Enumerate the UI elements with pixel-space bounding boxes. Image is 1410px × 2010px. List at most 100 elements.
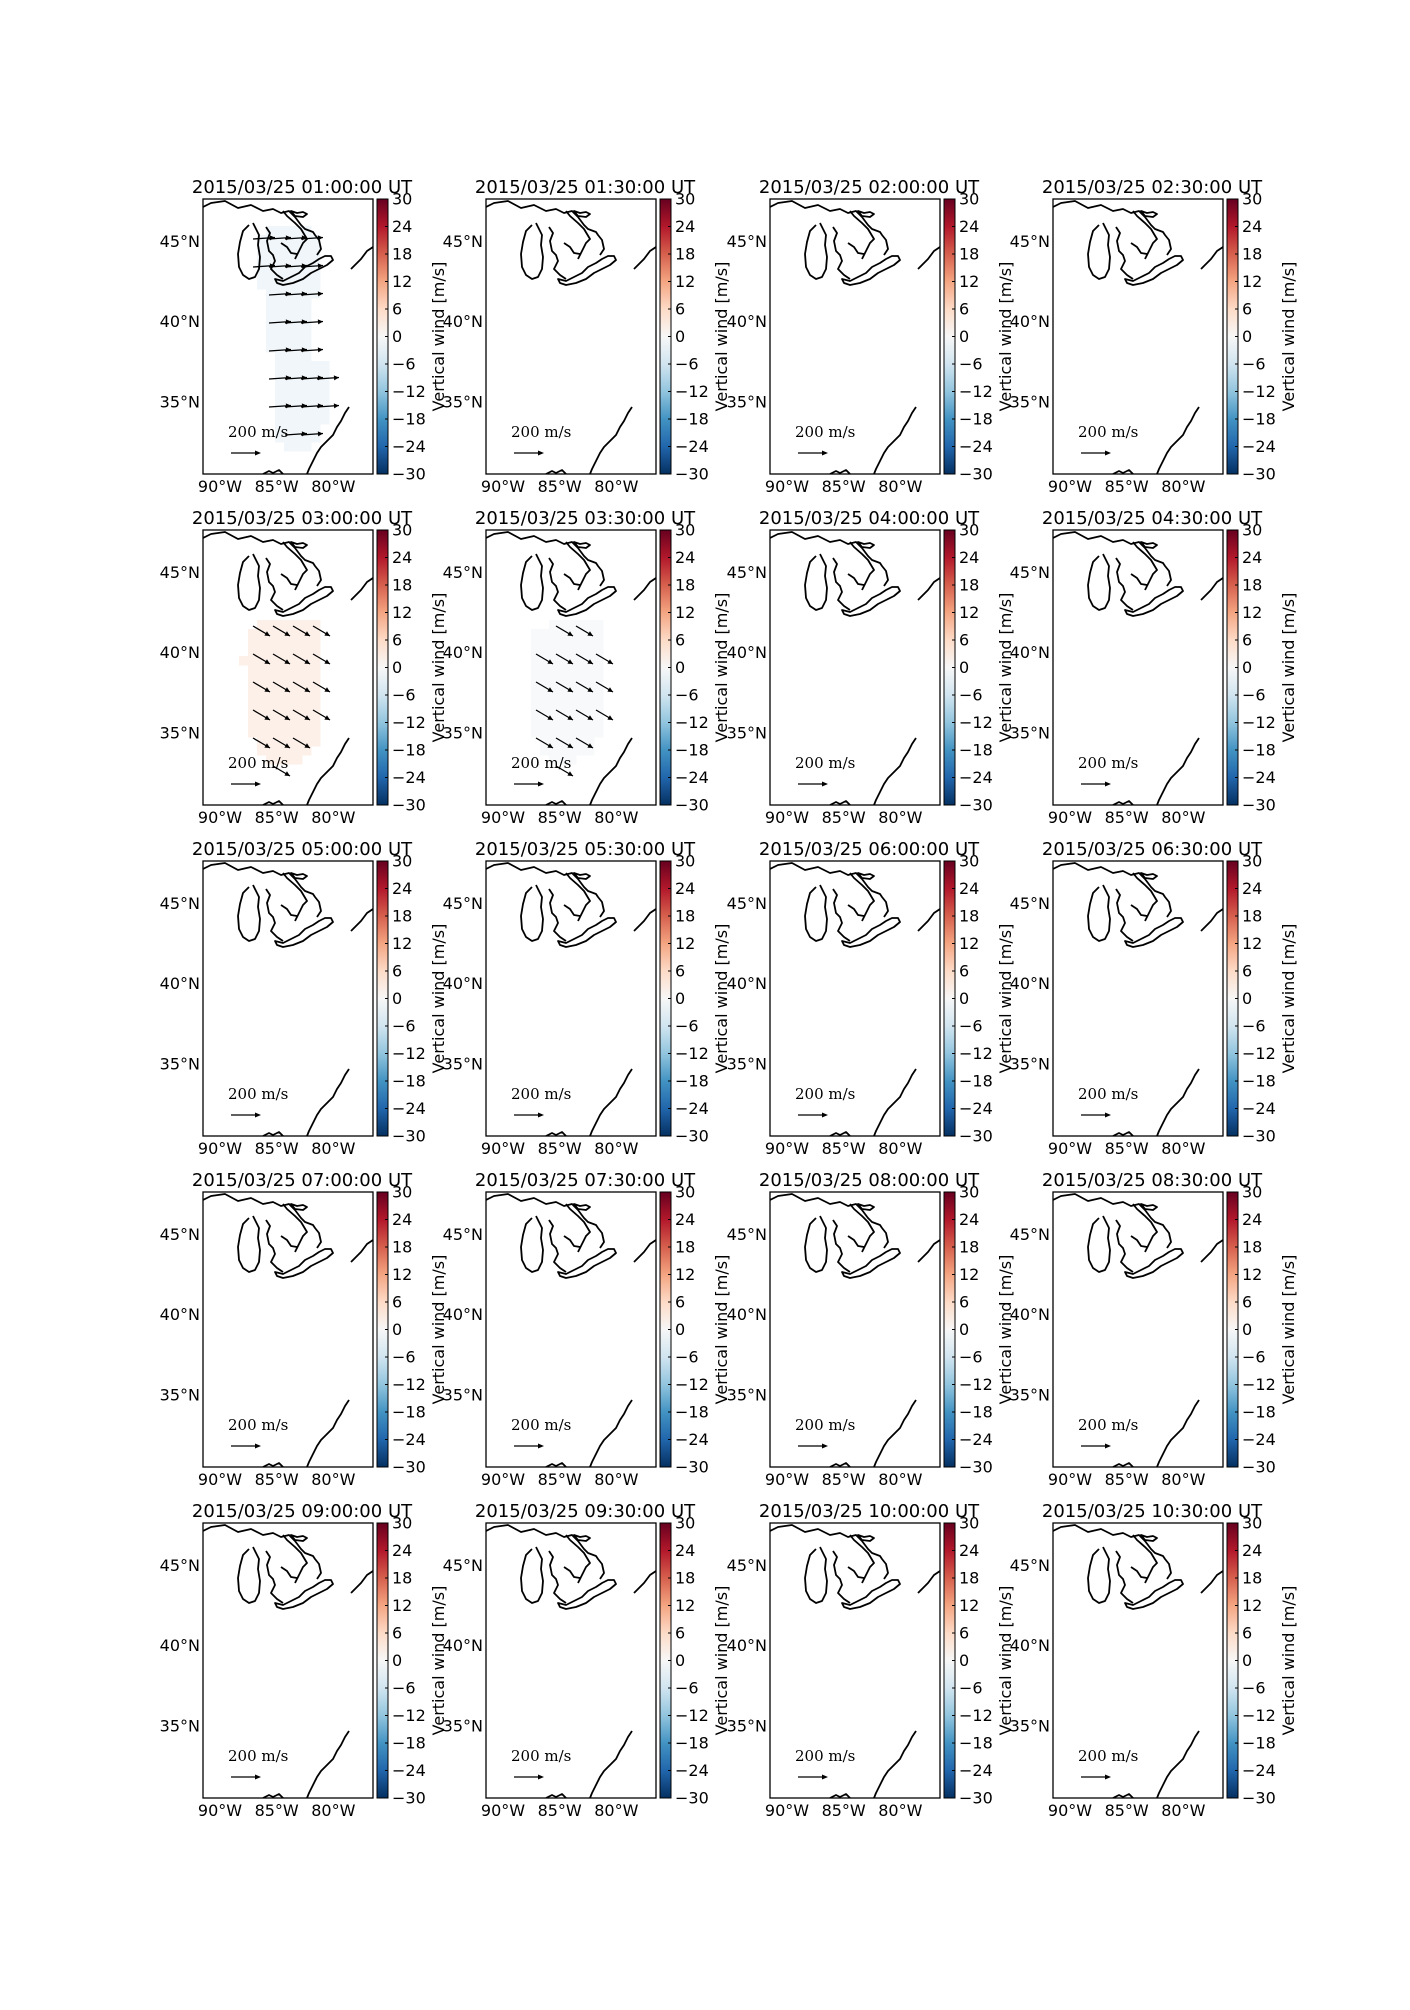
colorbar-tick-label: 18 [675,245,695,264]
coastline-segment [237,1215,261,1273]
wind-cell [257,647,267,657]
wind-arrow-head [567,743,573,748]
colorbar-tick-label: −6 [959,355,983,374]
map-panel: 2015/03/25 08:00:00 UT 200 m/s 45°N 40°N 35°… [727,1170,1015,1489]
colorbar-tick-label: 30 [959,521,979,540]
colorbar-tick-label: 24 [675,879,695,898]
lat-label: 45°N [1010,1556,1050,1575]
wind-cell [248,683,258,693]
reference-vector: 200 m/s [228,1416,288,1449]
colorbar: 30 24 18 12 6 0 −6 −12 −18 −24 −30 Vertical wind [m… [943,852,1015,1146]
wind-cell [549,719,559,729]
colorbar: 30 24 18 12 6 0 −6 −12 −18 −24 −30 Vertical wind [m… [1226,1183,1298,1477]
colorbar-tick-label: 18 [392,907,412,926]
colorbar-tick-label: 12 [1242,272,1262,291]
lon-label: 85°W [538,477,582,496]
wind-cell [311,620,321,630]
wind-cell [320,370,330,380]
map-panel: 2015/03/25 04:30:00 UT 200 m/s 45°N 40°N 35°… [1010,508,1298,827]
wind-cell [284,442,294,452]
coastline-segment [1132,541,1158,591]
colorbar-tick-label: −24 [675,1761,709,1780]
colorbar: 30 24 18 12 6 0 −6 −12 −18 −24 −30 Vertical wind [m… [659,1514,731,1808]
coastline-segment [1112,1793,1134,1798]
wind-cell [311,647,321,657]
lat-label: 45°N [443,1556,483,1575]
wind-cell [284,253,294,263]
reference-arrow-head [1105,1112,1111,1118]
lat-label: 40°N [727,1305,767,1324]
wind-arrow-head [304,631,310,636]
wind-cell [567,683,577,693]
reference-vector-label: 200 m/s [795,1747,855,1765]
wind-cell [549,620,559,630]
colorbar-tick-label: 6 [675,1293,685,1312]
coastline-segment [589,1730,633,1798]
map-background [203,861,373,1136]
colorbar-tick-label: 12 [392,1596,412,1615]
wind-cell [594,683,604,693]
wind-cell [302,307,312,317]
coastline [1053,1193,1223,1467]
colorbar-tick-label: 6 [1242,1624,1252,1643]
wind-cell [558,665,568,675]
lat-label: 40°N [727,312,767,331]
lon-label: 85°W [822,1801,866,1820]
wind-cell [293,379,303,389]
wind-arrow-head [567,771,573,776]
wind-arrow-head [587,743,593,748]
coastline-segment [589,1399,633,1467]
lon-label: 80°W [594,808,638,827]
coastline-segment [849,872,875,922]
reference-vector-label: 200 m/s [795,1416,855,1434]
wind-cell [549,755,559,765]
colorbar: 30 24 18 12 6 0 −6 −12 −18 −24 −30 Vertical wind [m… [943,1183,1015,1477]
lat-label: 35°N [160,724,200,743]
wind-cell [540,647,550,657]
wind-arrow-head [324,659,330,664]
reference-vector: 200 m/s [795,423,855,456]
coastline-segment [563,242,581,255]
coastline-segment [262,1793,284,1798]
wind-cell [540,656,550,666]
wind-arrow-head [333,375,339,381]
coastline-segment [237,1546,261,1604]
wind-cell [284,271,294,281]
colorbar-tick-label: −30 [959,465,993,484]
lon-label: 85°W [255,1801,299,1820]
coastline-segment [1132,1534,1158,1584]
coastline-segment [847,242,865,255]
coastline-segment [280,904,298,917]
lon-label: 85°W [255,808,299,827]
coastline-segment [857,1534,875,1542]
wind-cell [257,656,267,666]
wind-cell [239,656,249,666]
coastline-segment [565,210,591,260]
coastline-segment [282,541,308,591]
coastline-segment [573,541,591,549]
wind-cell [585,692,595,702]
coastline-segment [1140,872,1158,880]
lat-label: 35°N [727,1386,767,1405]
wind-cell [266,289,276,299]
wind-cell [576,665,586,675]
wind-cell [284,620,294,630]
wind-cell [266,343,276,353]
colorbar-tick-label: −30 [959,1789,993,1808]
reference-vector-label: 200 m/s [511,423,571,441]
coastline-segment [1156,1068,1200,1136]
colorbar-tick-label: 24 [392,548,412,567]
coastline-segment [873,1730,917,1798]
lon-label: 85°W [822,477,866,496]
wind-vectors [252,625,331,777]
lat-label: 35°N [443,724,483,743]
coastline-segment [545,469,567,474]
colorbar-tick-label: 12 [675,1596,695,1615]
colorbar-tick-label: −24 [675,768,709,787]
coastline-segment [917,246,940,270]
wind-cell [311,397,321,407]
lat-label: 45°N [160,894,200,913]
wind-cell [284,719,294,729]
colorbar-tick-label: −6 [1242,1679,1266,1698]
